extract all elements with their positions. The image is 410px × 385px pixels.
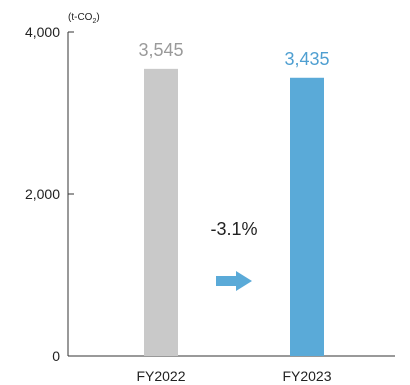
category-label: FY2022 xyxy=(136,368,185,384)
bar-fy2022 xyxy=(144,68,178,356)
value-label: 3,545 xyxy=(138,40,183,60)
category-label: FY2023 xyxy=(282,368,331,384)
value-labels: 3,545 3,435 xyxy=(138,40,329,69)
y-tick-label: 2,000 xyxy=(25,186,60,202)
y-tick-label: 0 xyxy=(52,348,60,364)
unit-label: (t-CO2) xyxy=(68,12,100,25)
change-percentage: -3.1% xyxy=(210,219,257,239)
decrease-arrow-icon xyxy=(216,271,252,291)
bars-group xyxy=(144,68,324,356)
bar-fy2023 xyxy=(290,77,324,356)
y-axis-ticks: 0 2,000 4,000 xyxy=(25,24,74,364)
value-label: 3,435 xyxy=(284,49,329,69)
y-tick-label: 4,000 xyxy=(25,24,60,40)
category-labels: FY2022 FY2023 xyxy=(136,368,331,384)
